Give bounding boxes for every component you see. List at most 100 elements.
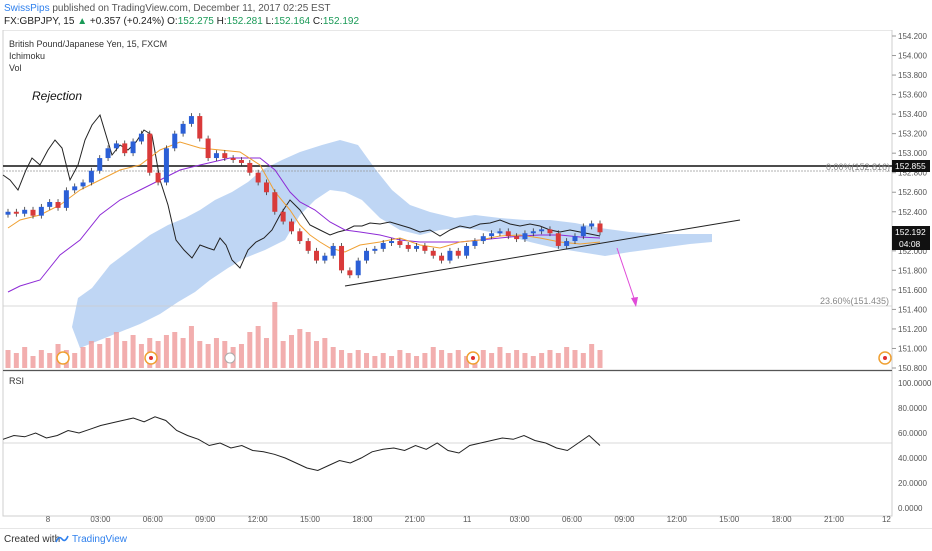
last-price-label: 152.192 <box>895 227 926 237</box>
time-tick-label: 15:00 <box>300 515 321 524</box>
volume-bar <box>447 353 453 368</box>
volume-bar <box>597 350 603 368</box>
volume-bar <box>97 344 103 368</box>
volume-bar <box>47 353 53 368</box>
price-tick-label: 151.000 <box>898 344 927 353</box>
volume-bar <box>464 356 470 368</box>
candle-body <box>422 245 428 251</box>
candle-body <box>480 236 486 242</box>
candle-body <box>172 133 178 149</box>
candle-body <box>414 245 420 249</box>
vol-legend[interactable]: Vol <box>9 63 22 73</box>
footer: Created with TradingView <box>0 528 932 551</box>
event-dot-icon <box>149 356 153 360</box>
rsi-line <box>2 416 601 472</box>
volume-bar <box>489 353 495 368</box>
volume-bar <box>213 338 219 368</box>
candle-body <box>263 182 269 193</box>
time-tick-label: 12:00 <box>248 515 269 524</box>
level-price-label: 152.855 <box>895 161 926 171</box>
volume-bar <box>238 344 244 368</box>
candle-body <box>355 260 361 276</box>
event-marker-icon[interactable] <box>56 351 70 365</box>
candle-body <box>30 209 36 216</box>
volume-bar <box>364 353 370 368</box>
candle-body <box>539 229 545 232</box>
candle-body <box>122 143 128 154</box>
candle-body <box>572 236 578 242</box>
candle-body <box>514 236 520 240</box>
volume-bar <box>113 332 119 368</box>
volume-bar <box>589 344 595 368</box>
price-tick-label: 151.800 <box>898 266 927 275</box>
candle-body <box>72 186 78 191</box>
candle-body <box>555 233 561 246</box>
candle-body <box>455 250 461 256</box>
candle-body <box>314 250 320 261</box>
level-price-box <box>892 160 930 172</box>
time-tick-label: 21:00 <box>405 515 426 524</box>
price-axis[interactable]: 154.200 154.000 153.800 153.600 153.400 153.2… <box>892 32 927 373</box>
price-tick-label: 151.400 <box>898 305 927 314</box>
volume-bar <box>314 341 320 368</box>
volume-bar <box>180 338 186 368</box>
candle-body <box>213 153 219 159</box>
volume-bar <box>330 347 336 368</box>
high-value: 152.281 <box>226 16 263 27</box>
ichimoku-legend[interactable]: Ichimoku <box>9 51 45 61</box>
volume-bar <box>355 350 361 368</box>
up-triangle-icon: ▲ <box>77 16 88 27</box>
volume-bar <box>122 341 128 368</box>
author-username[interactable]: SwissPips <box>4 3 50 14</box>
candle-body <box>13 211 19 214</box>
volume-bar <box>322 338 328 368</box>
ichimoku-cloud <box>72 140 712 348</box>
candle-body <box>180 123 186 134</box>
time-axis[interactable]: 8 03:00 06:00 09:00 12:00 15:00 18:00 21:00 11 03… <box>46 515 892 524</box>
candle-body <box>22 209 28 214</box>
instrument-legend[interactable]: British Pound/Japanese Yen, 15, FXCM <box>9 39 167 49</box>
close-value: 152.192 <box>322 16 360 27</box>
countdown-box <box>892 238 930 250</box>
candle-body <box>380 243 386 249</box>
candle-body <box>372 248 378 251</box>
candle-body <box>188 116 194 124</box>
candle-body <box>430 250 436 256</box>
price-tick-label: 152.000 <box>898 247 927 256</box>
candle-body <box>47 202 53 207</box>
rsi-legend[interactable]: RSI <box>9 376 24 386</box>
arrow-head-icon <box>631 297 638 307</box>
candle-body <box>105 148 111 159</box>
tradingview-link[interactable]: TradingView <box>72 534 128 545</box>
candle-body <box>80 182 86 187</box>
base-line <box>7 157 601 293</box>
volume-bar <box>263 338 269 368</box>
time-tick-label: 12:00 <box>667 515 688 524</box>
ohlc-line: FX:GBPJPY, 15 ▲ +0.357 (+0.24%) O:152.27… <box>4 15 359 28</box>
rsi-axis[interactable]: 100.0000 80.0000 60.0000 40.0000 20.0000 0.00… <box>898 379 932 513</box>
rsi-tick-label: 20.0000 <box>898 479 927 488</box>
open-value: 152.275 <box>177 16 214 27</box>
ascending-trendline[interactable] <box>344 219 741 287</box>
event-marker-icon[interactable] <box>224 352 236 364</box>
created-with-label: Created with <box>4 534 61 545</box>
candle-body <box>589 223 595 227</box>
time-tick-label: 18:00 <box>772 515 793 524</box>
volume-bar <box>72 353 78 368</box>
volume-bar <box>380 353 386 368</box>
volume-bar <box>13 353 19 368</box>
volume-bar <box>188 326 194 368</box>
candle-body <box>322 255 328 261</box>
price-tick-label: 154.200 <box>898 32 927 41</box>
volume-bar <box>130 335 136 368</box>
price-tick-label: 152.800 <box>898 169 927 178</box>
symbol-label[interactable]: FX:GBPJPY, 15 <box>4 16 75 27</box>
candle-body <box>547 229 553 234</box>
chart-canvas[interactable]: 0.00%(152.816) 23.60%(151.435) British P… <box>0 30 932 528</box>
projection-arrow[interactable] <box>616 247 637 305</box>
price-tick-label: 153.200 <box>898 130 927 139</box>
candle-body <box>197 116 203 139</box>
rejection-annotation[interactable]: Rejection <box>32 89 82 103</box>
time-tick-label: 03:00 <box>90 515 111 524</box>
volume-bar <box>138 344 144 368</box>
